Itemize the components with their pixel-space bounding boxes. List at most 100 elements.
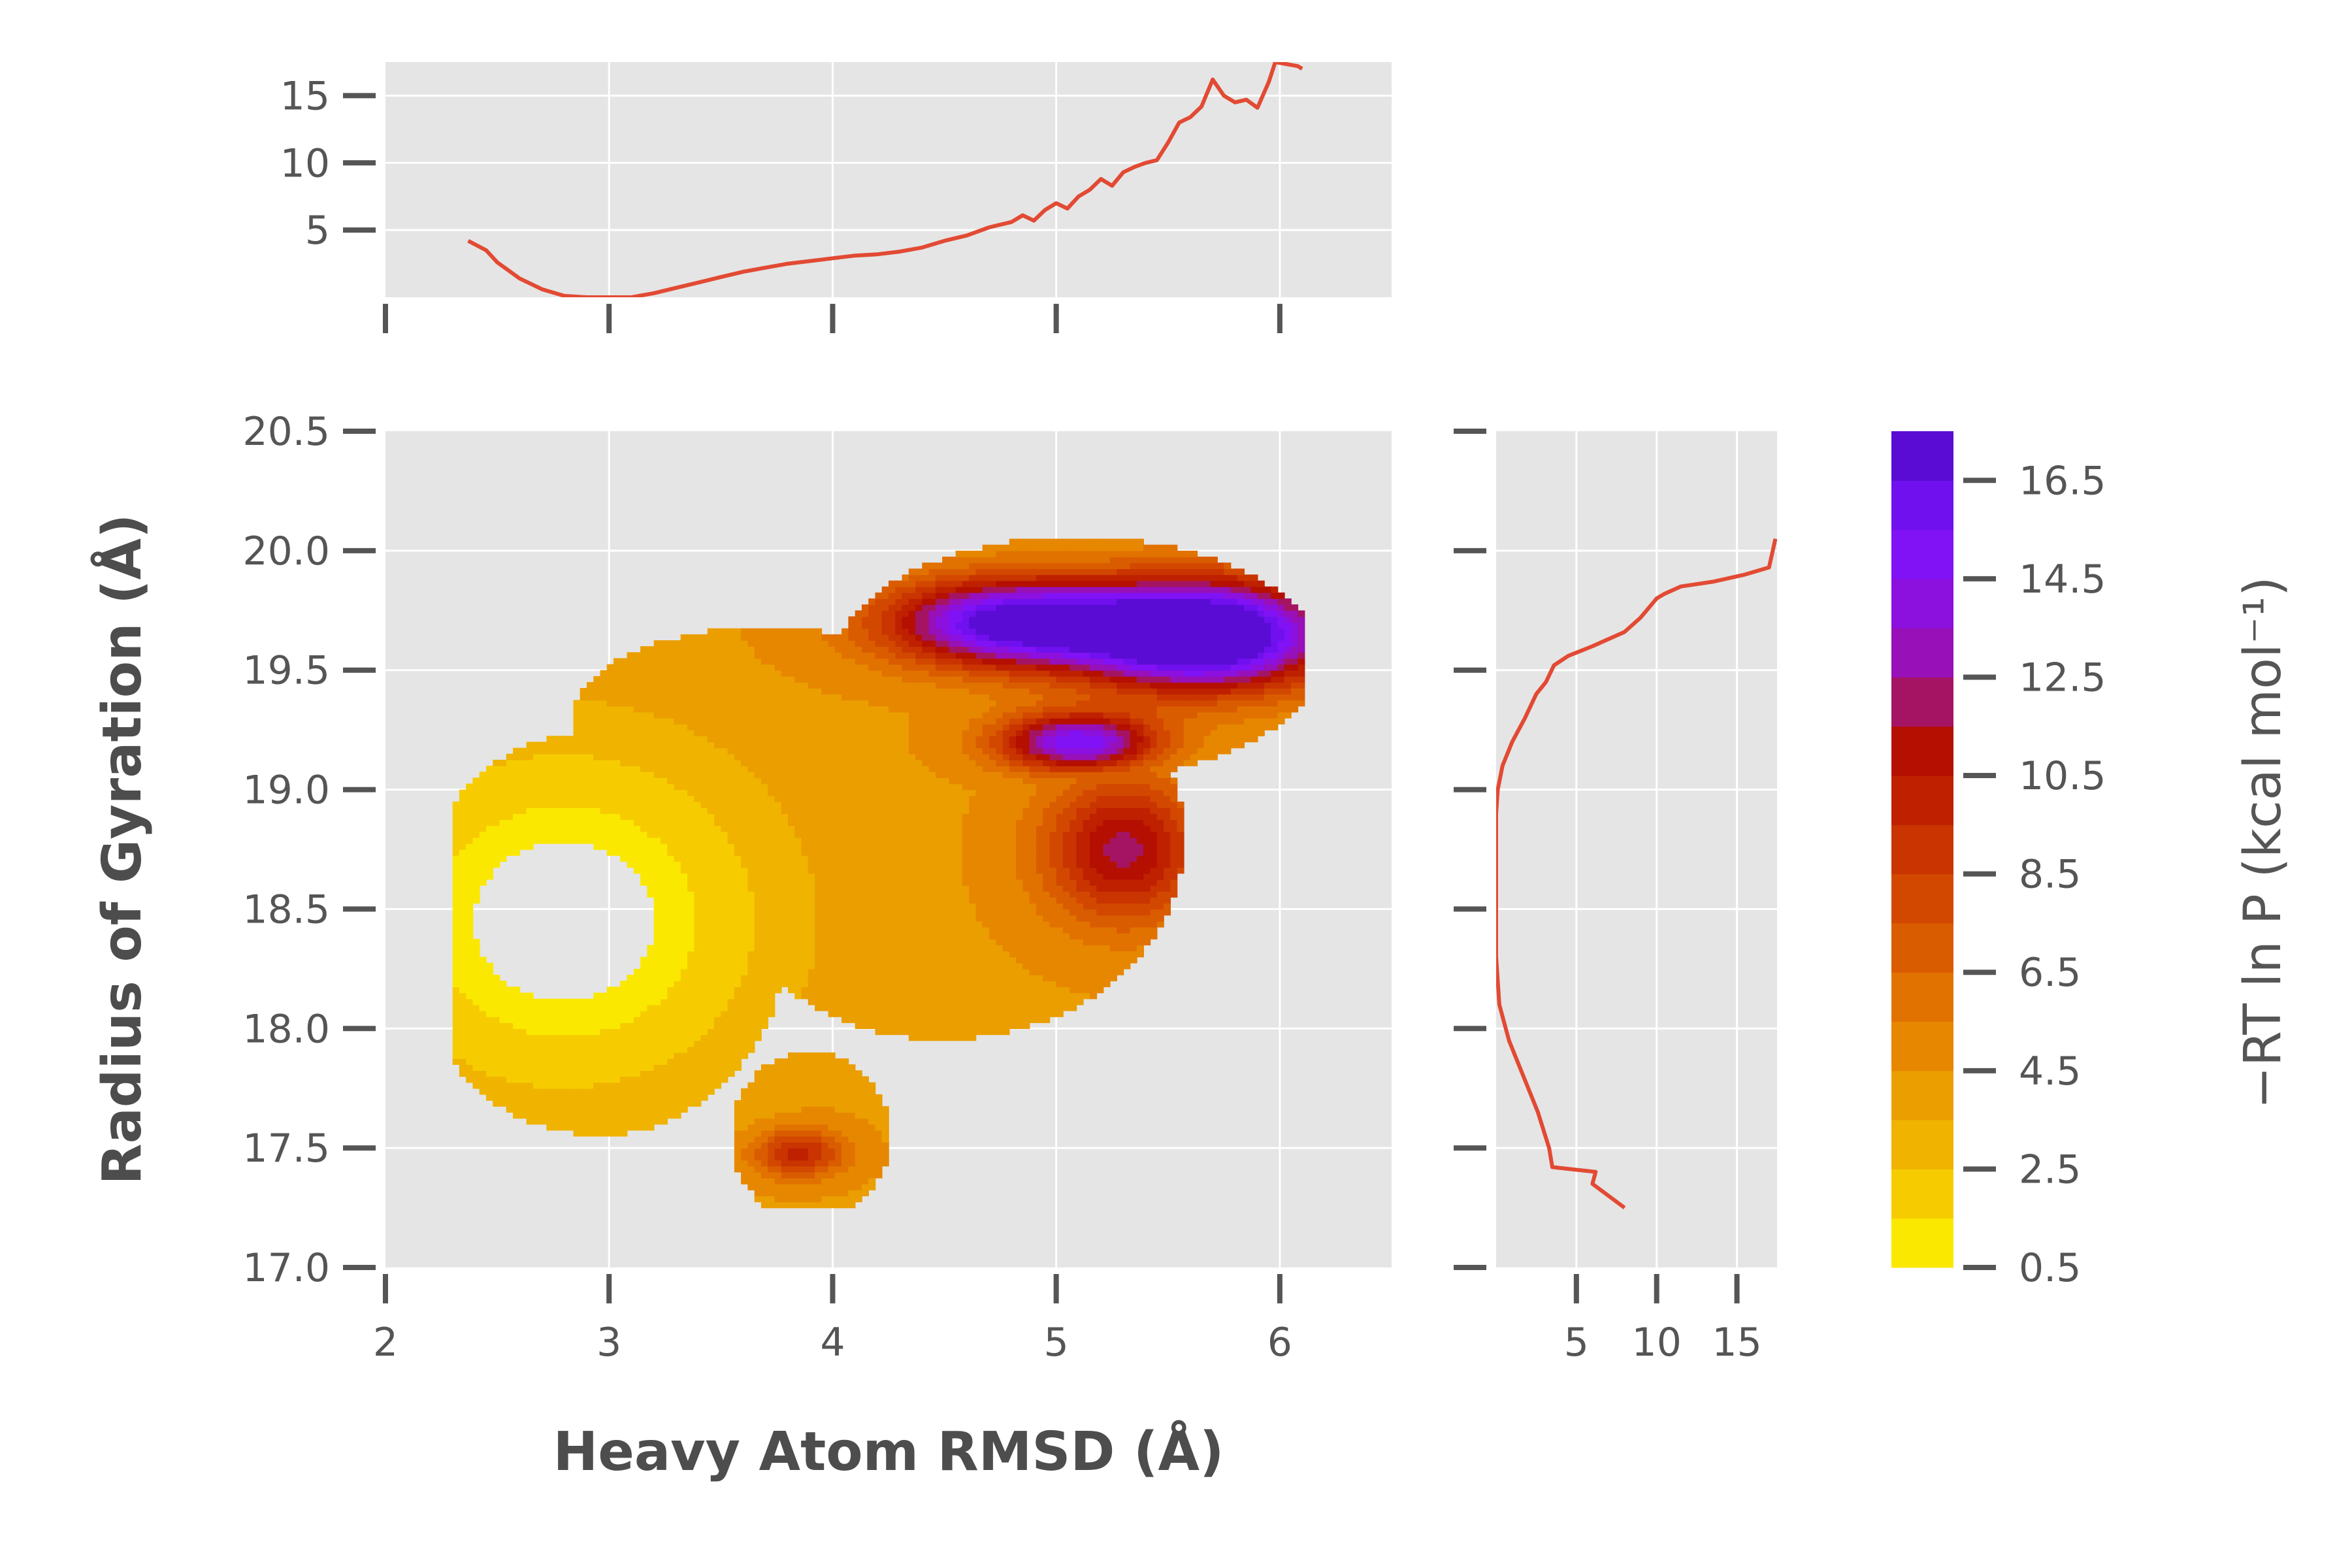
- contour-cell: [580, 742, 587, 749]
- contour-cell: [815, 1094, 823, 1101]
- contour-cell: [680, 801, 688, 808]
- contour-cell: [834, 801, 842, 808]
- contour-cell: [808, 711, 815, 719]
- contour-cell: [922, 992, 930, 1000]
- contour-cell: [868, 783, 876, 791]
- contour-cell: [881, 688, 889, 694]
- contour-cell: [707, 1040, 715, 1047]
- contour-cell: [834, 664, 842, 671]
- contour-cell: [532, 825, 540, 832]
- contour-cell: [653, 808, 661, 814]
- contour-cell: [868, 706, 876, 713]
- contour-cell: [928, 956, 936, 964]
- contour-cell: [834, 945, 842, 952]
- contour-cell: [587, 1106, 595, 1113]
- contour-cell: [727, 813, 735, 820]
- contour-cell: [895, 795, 903, 802]
- contour-cell: [801, 1135, 809, 1143]
- contour-cell: [687, 873, 695, 880]
- contour-cell: [707, 1022, 715, 1029]
- contour-cell: [566, 1088, 574, 1095]
- contour-cell: [620, 831, 628, 838]
- contour-cell: [727, 825, 735, 832]
- contour-cell: [606, 1028, 614, 1036]
- contour-cell: [721, 766, 728, 772]
- contour-cell: [707, 1017, 715, 1023]
- contour-cell: [606, 813, 614, 820]
- contour-cell: [633, 700, 641, 707]
- contour-cell: [640, 1034, 648, 1041]
- contour-cell: [774, 1070, 782, 1077]
- contour-cell: [768, 968, 776, 975]
- contour-cell: [653, 891, 661, 898]
- contour-cell: [848, 766, 856, 772]
- contour-cell: [653, 801, 661, 808]
- contour-cell: [653, 873, 661, 880]
- contour-cell: [821, 1124, 829, 1131]
- contour-cell: [606, 1022, 614, 1029]
- contour-cell: [653, 652, 661, 659]
- contour-cell: [908, 903, 916, 910]
- contour-cell: [781, 1070, 789, 1077]
- contour-cell: [760, 1135, 768, 1143]
- contour-cell: [902, 772, 909, 778]
- contour-cell: [627, 975, 634, 981]
- contour-cell: [513, 1022, 521, 1029]
- contour-cell: [513, 753, 521, 760]
- contour-cell: [848, 813, 856, 820]
- contour-cell: [774, 688, 782, 694]
- contour-cell: [680, 658, 688, 665]
- contour-cell: [855, 837, 862, 844]
- contour-cell: [788, 759, 796, 766]
- contour-cell: [452, 1040, 460, 1047]
- contour-cell: [613, 825, 621, 832]
- contour-cell: [532, 1082, 540, 1089]
- contour-cell: [801, 885, 809, 892]
- contour-cell: [895, 939, 903, 945]
- contour-cell: [546, 1112, 554, 1119]
- contour-cell: [734, 1058, 742, 1065]
- contour-cell: [452, 879, 460, 886]
- contour-cell: [674, 1022, 681, 1029]
- contour-cell: [546, 1094, 554, 1101]
- contour-cell: [553, 1028, 561, 1036]
- contour-cell: [881, 915, 889, 922]
- contour-cell: [774, 694, 782, 701]
- contour-cell: [815, 992, 823, 1000]
- contour-cell: [895, 772, 903, 778]
- contour-cell: [627, 808, 634, 814]
- contour-cell: [828, 855, 836, 862]
- contour-cell: [774, 981, 782, 987]
- contour-cell: [714, 968, 722, 975]
- contour-cell: [620, 1034, 628, 1041]
- contour-cell: [506, 795, 514, 802]
- contour-cell: [667, 987, 675, 994]
- contour-cell: [908, 1034, 916, 1041]
- contour-cell: [493, 1088, 500, 1095]
- contour-cell: [633, 670, 641, 677]
- contour-cell: [821, 897, 829, 904]
- contour-cell: [768, 867, 776, 874]
- contour-cell: [868, 1100, 876, 1107]
- contour-cell: [902, 837, 909, 844]
- contour-cell: [526, 1046, 534, 1053]
- contour-cell: [848, 861, 856, 868]
- contour-cell: [613, 1058, 621, 1065]
- contour-cell: [627, 772, 634, 778]
- contour-cell: [834, 700, 842, 707]
- contour-cell: [647, 772, 655, 778]
- contour-cell: [895, 1017, 903, 1023]
- contour-cell: [674, 717, 681, 725]
- contour-cell: [741, 1040, 749, 1047]
- contour-cell: [902, 956, 909, 964]
- contour-cell: [788, 777, 796, 785]
- contour-cell: [781, 1201, 789, 1209]
- contour-cell: [760, 1154, 768, 1161]
- contour-cell: [868, 987, 876, 994]
- contour-cell: [459, 1022, 466, 1029]
- contour-cell: [479, 1070, 487, 1077]
- contour-cell: [815, 933, 823, 939]
- contour-cell: [928, 849, 936, 856]
- contour-cell: [519, 808, 527, 814]
- contour-cell: [868, 1082, 876, 1089]
